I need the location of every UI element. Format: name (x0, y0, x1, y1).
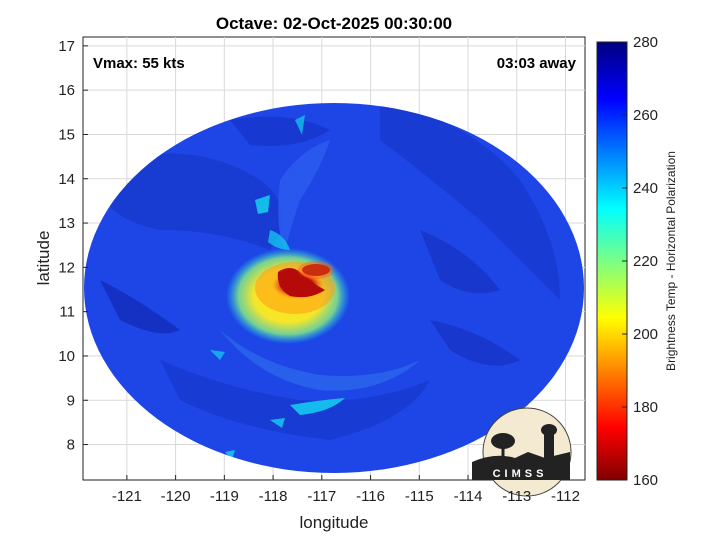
vmax-label: Vmax: 55 kts (93, 55, 185, 72)
y-tick-label: 9 (67, 392, 75, 409)
satellite-swath (84, 103, 584, 473)
colorbar-tick-label: 200 (633, 326, 658, 343)
x-tick-label: -115 (405, 488, 434, 505)
y-tick-label: 13 (58, 215, 75, 232)
x-axis-ticks: -121 -120 -119 -118 -117 -116 -115 -114 -113 -112 (112, 475, 580, 505)
x-tick-label: -121 (112, 488, 142, 505)
y-axis-ticks: 8 9 10 11 12 13 14 15 16 17 (58, 38, 88, 454)
chart-title: Octave: 02-Oct-2025 00:30:00 (216, 14, 452, 33)
colorbar-label: Brightness Temp - Horizontal Polarizatio… (664, 151, 678, 371)
colorbar-tick-label: 280 (633, 34, 658, 51)
y-tick-label: 15 (58, 126, 75, 143)
y-tick-label: 8 (67, 437, 75, 454)
y-tick-label: 11 (59, 304, 75, 321)
x-tick-label: -113 (502, 488, 531, 505)
x-tick-label: -120 (161, 488, 191, 505)
y-axis-label: latitude (34, 231, 53, 286)
colorbar-tick-label: 220 (633, 253, 658, 270)
x-tick-label: -116 (356, 488, 385, 505)
colorbar-tick-label: 180 (633, 399, 658, 416)
x-tick-label: -112 (551, 488, 580, 505)
x-tick-label: -117 (307, 488, 336, 505)
cimss-logo-text: CIMSS (493, 468, 548, 480)
x-axis-label: longitude (299, 513, 368, 532)
x-tick-label: -119 (210, 488, 239, 505)
colorbar-tick-label: 240 (633, 180, 658, 197)
y-tick-label: 12 (58, 259, 75, 276)
colorbar: 160 180 200 220 240 260 280 Brightness Temp - … (596, 34, 678, 489)
x-tick-label: -118 (259, 488, 288, 505)
x-tick-label: -114 (454, 488, 483, 505)
colorbar-tick-label: 160 (633, 472, 658, 489)
colorbar-ticks: 160 180 200 220 240 260 280 (622, 34, 658, 489)
y-tick-label: 16 (58, 82, 75, 99)
y-tick-label: 10 (58, 348, 75, 365)
cimss-logo: CIMSS (472, 407, 572, 497)
y-tick-label: 14 (58, 171, 75, 188)
colorbar-tick-label: 260 (633, 107, 658, 124)
time-away-label: 03:03 away (497, 55, 577, 72)
y-tick-label: 17 (58, 38, 75, 55)
